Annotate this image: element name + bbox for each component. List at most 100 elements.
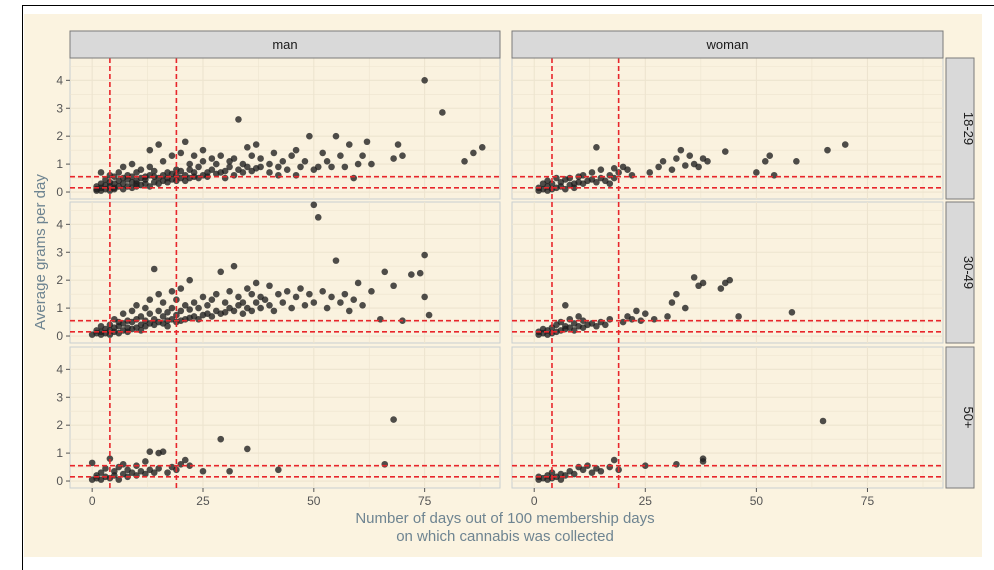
data-point xyxy=(212,160,220,168)
data-point xyxy=(390,155,397,162)
data-point xyxy=(164,322,171,330)
data-point xyxy=(97,169,105,176)
data-point xyxy=(235,293,242,301)
data-point xyxy=(686,152,694,160)
data-point xyxy=(606,463,614,471)
y-tick-label: 4 xyxy=(56,217,63,231)
y-tick-label: 4 xyxy=(56,73,63,87)
x-tick-label: 75 xyxy=(861,494,875,508)
data-point xyxy=(190,299,198,306)
data-point xyxy=(726,276,734,284)
data-point xyxy=(292,171,300,179)
data-point xyxy=(137,166,145,173)
data-point xyxy=(624,166,631,173)
data-point xyxy=(177,307,185,315)
data-point xyxy=(421,251,428,259)
data-point xyxy=(146,296,154,304)
data-point xyxy=(297,285,304,292)
data-point xyxy=(363,138,371,146)
data-point xyxy=(575,313,582,320)
data-point xyxy=(416,269,424,277)
data-point xyxy=(186,160,193,168)
data-point xyxy=(283,288,291,295)
data-point xyxy=(681,162,689,169)
data-point xyxy=(646,169,654,176)
y-tick-label: 0 xyxy=(56,474,63,488)
data-point xyxy=(292,146,300,154)
data-point xyxy=(146,163,154,171)
data-point xyxy=(168,152,176,160)
data-point xyxy=(673,460,680,468)
y-tick-label: 4 xyxy=(56,362,63,376)
data-point xyxy=(332,132,340,140)
data-point xyxy=(128,173,136,180)
data-point xyxy=(221,299,229,306)
data-point xyxy=(314,163,322,171)
data-point xyxy=(270,149,278,157)
data-point xyxy=(421,77,428,84)
data-point xyxy=(359,302,366,309)
data-point xyxy=(221,167,229,175)
data-point xyxy=(421,293,428,301)
data-point xyxy=(102,465,109,472)
data-point xyxy=(119,460,127,468)
data-point xyxy=(628,315,636,323)
data-point xyxy=(181,456,189,464)
y-tick-label: 3 xyxy=(56,390,63,404)
x-axis-label-line2: on which cannabis was collected xyxy=(396,528,614,545)
data-point xyxy=(354,279,362,287)
data-point xyxy=(248,307,256,315)
data-point xyxy=(345,141,353,148)
data-point xyxy=(181,138,189,146)
panel-woman-30-49 xyxy=(511,201,944,344)
data-point xyxy=(226,288,233,295)
panel-woman-50+ xyxy=(511,346,944,489)
y-tick-label: 3 xyxy=(56,101,63,115)
data-point xyxy=(673,155,680,162)
data-point xyxy=(199,146,207,154)
data-point xyxy=(328,293,335,301)
data-point xyxy=(199,158,207,165)
data-point xyxy=(146,146,154,154)
y-axis-label: Average grams per day xyxy=(32,174,49,330)
data-point xyxy=(217,152,225,160)
data-point xyxy=(186,276,193,284)
data-point xyxy=(239,299,247,306)
y-tick-label: 0 xyxy=(56,329,63,343)
y-tick-label: 1 xyxy=(56,446,63,460)
x-tick-label: 50 xyxy=(750,494,764,508)
data-point xyxy=(275,171,282,179)
data-point xyxy=(111,467,118,475)
data-point xyxy=(244,285,251,292)
data-point xyxy=(133,302,140,309)
data-point xyxy=(655,163,662,171)
data-point xyxy=(217,268,225,276)
data-point xyxy=(230,307,238,315)
y-tick-label: 1 xyxy=(56,157,63,171)
data-point xyxy=(359,152,366,160)
data-point xyxy=(159,448,167,456)
data-point xyxy=(288,304,295,312)
data-point xyxy=(562,302,569,309)
y-tick-label: 2 xyxy=(56,129,63,143)
data-point xyxy=(221,174,229,182)
data-point xyxy=(602,321,609,329)
x-tick-label: 25 xyxy=(639,494,653,508)
data-point xyxy=(128,160,136,168)
data-point xyxy=(155,465,162,472)
data-point xyxy=(168,288,176,295)
data-point xyxy=(208,296,216,304)
data-point xyxy=(177,149,185,157)
data-point xyxy=(244,445,251,453)
y-tick-label: 3 xyxy=(56,245,63,259)
data-point xyxy=(301,302,309,309)
data-point xyxy=(128,307,136,315)
data-point xyxy=(628,171,636,179)
data-point xyxy=(354,160,362,168)
data-point xyxy=(155,307,162,315)
data-point xyxy=(588,169,596,176)
data-point xyxy=(319,149,326,157)
data-point xyxy=(470,149,477,157)
data-point xyxy=(168,304,176,312)
